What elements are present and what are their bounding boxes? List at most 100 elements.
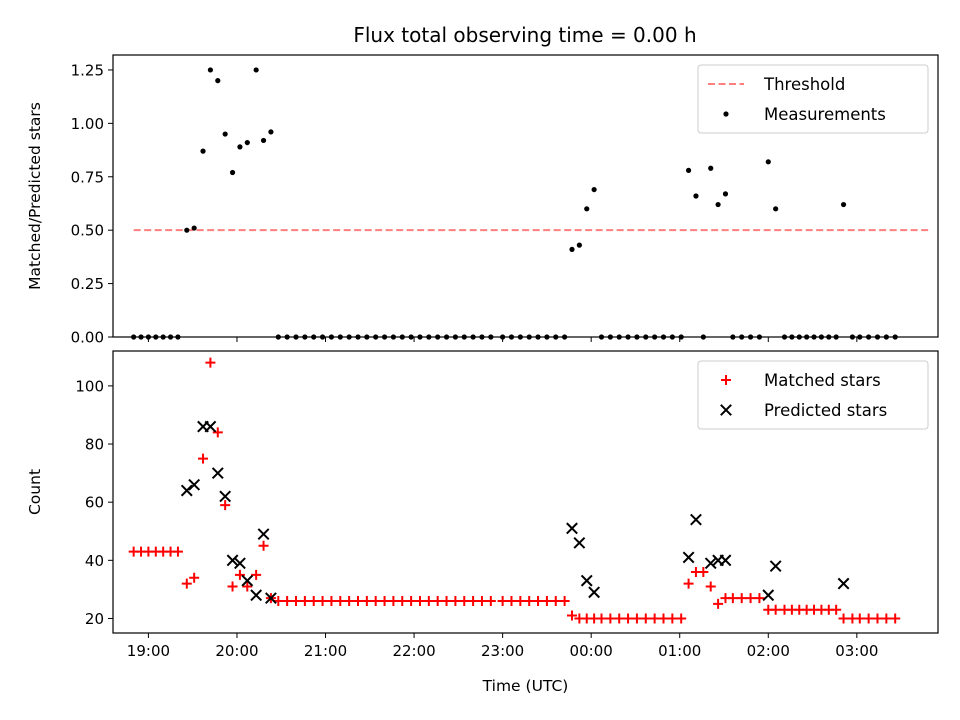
matched-star-marker <box>344 596 355 607</box>
y-tick-label: 20 <box>85 610 104 628</box>
matched-star-marker <box>388 596 399 607</box>
y-tick-label: 0.75 <box>71 168 104 186</box>
x-tick-label: 22:00 <box>392 642 435 660</box>
matched-star-marker <box>640 613 651 624</box>
matched-star-marker <box>550 596 561 607</box>
matched-star-marker <box>468 596 479 607</box>
measurement-point <box>244 139 250 146</box>
measurement-point <box>207 67 214 73</box>
legend-label: Threshold <box>763 75 845 94</box>
matched-star-marker <box>881 613 892 624</box>
predicted-star-marker <box>180 484 193 497</box>
measurement-point <box>765 159 771 165</box>
matched-star-marker <box>234 569 245 580</box>
measurement-point <box>840 201 847 208</box>
measurement-point <box>576 242 582 248</box>
matched-star-marker <box>727 593 738 604</box>
legend-matched-swatch <box>721 375 731 385</box>
matched-star-marker <box>596 613 607 624</box>
matched-star-marker <box>863 613 874 624</box>
legend-predicted-swatch <box>720 404 732 416</box>
predicted-star-marker <box>204 420 217 433</box>
matched-star-marker <box>705 581 716 592</box>
matched-star-marker <box>181 578 192 589</box>
matched-star-marker <box>831 604 842 615</box>
matched-star-marker <box>361 596 372 607</box>
matched-star-marker <box>683 578 694 589</box>
measurement-point <box>685 167 692 173</box>
x-tick-label: 19:00 <box>127 642 170 660</box>
matched-star-marker <box>736 593 747 604</box>
measurement-point <box>215 78 221 84</box>
predicted-star-marker <box>566 522 578 535</box>
predicted-star-marker <box>580 574 593 587</box>
y-tick-label: 1.25 <box>71 61 104 79</box>
measurement-point <box>184 227 190 233</box>
measurement-point <box>569 246 575 253</box>
predicted-star-marker <box>719 554 732 567</box>
legend-box <box>697 64 929 134</box>
legend-measurement-swatch <box>723 111 729 117</box>
matched-star-marker <box>282 596 293 607</box>
matched-star-marker <box>605 613 616 624</box>
top-panel-frame <box>112 54 939 338</box>
y-tick-label: 60 <box>85 494 104 512</box>
bottom-panel-y-axis-label: Count <box>26 469 44 515</box>
predicted-star-marker <box>250 589 263 602</box>
predicted-star-marker <box>265 592 277 605</box>
matched-star-marker <box>658 613 669 624</box>
matched-star-marker <box>515 596 526 607</box>
top-panel: 0.00 0.25 0.50 0.75 1.00 1.25 Matched/Predict… <box>26 54 939 347</box>
matched-star-marker <box>614 613 625 624</box>
measurement-point <box>722 191 729 197</box>
matched-star-marker <box>872 613 883 624</box>
measurement-point <box>253 67 259 73</box>
x-tick-label: 03:00 <box>835 642 878 660</box>
matched-star-marker <box>189 572 200 583</box>
predicted-star-marker <box>682 551 695 564</box>
predicted-star-marker <box>211 467 224 480</box>
measurement-point <box>773 206 779 212</box>
matched-star-marker <box>299 596 310 607</box>
matched-star-marker <box>459 596 470 607</box>
matched-star-marker <box>432 596 443 607</box>
matched-star-marker <box>533 596 544 607</box>
matched-star-marker <box>667 613 678 624</box>
matched-star-marker <box>623 613 634 624</box>
x-tick-label: 20:00 <box>215 642 258 660</box>
x-tick-label: 01:00 <box>658 642 701 660</box>
matched-star-marker <box>220 500 231 511</box>
x-tick-label: 00:00 <box>570 642 613 660</box>
matched-star-marker <box>423 596 434 607</box>
matched-star-marker <box>397 596 408 607</box>
measurement-point <box>191 225 197 231</box>
matched-star-marker <box>745 593 756 604</box>
measurement-point <box>584 206 590 212</box>
y-tick-label: 0.25 <box>71 275 104 293</box>
matched-star-marker <box>497 596 508 607</box>
measurement-point <box>260 137 267 144</box>
bottom-panel-data <box>128 357 901 624</box>
matched-star-marker <box>485 596 496 607</box>
bottom-panel-ticks: 19:00 20:00 21:00 22:00 23:00 00:00 01:00 02:00… <box>75 377 878 660</box>
matched-star-marker <box>770 604 781 615</box>
predicted-star-marker <box>769 560 782 573</box>
matched-star-marker <box>212 427 223 438</box>
predicted-star-marker <box>257 528 270 541</box>
top-panel-legend: Threshold Measurements <box>697 64 929 134</box>
figure-title: Flux total observing time = 0.00 h <box>353 23 696 47</box>
top-panel-data <box>131 67 931 340</box>
matched-star-marker <box>379 596 390 607</box>
measurement-point <box>693 193 699 199</box>
matched-star-marker <box>698 566 709 577</box>
y-tick-label: 80 <box>85 436 104 454</box>
legend-label: Matched stars <box>764 371 881 390</box>
x-tick-label: 02:00 <box>747 642 790 660</box>
measurement-point <box>591 186 597 193</box>
matched-star-marker <box>854 613 865 624</box>
legend-label: Predicted stars <box>764 401 887 420</box>
matched-star-marker <box>172 546 183 557</box>
matched-star-marker <box>441 596 452 607</box>
predicted-star-marker <box>573 536 586 549</box>
